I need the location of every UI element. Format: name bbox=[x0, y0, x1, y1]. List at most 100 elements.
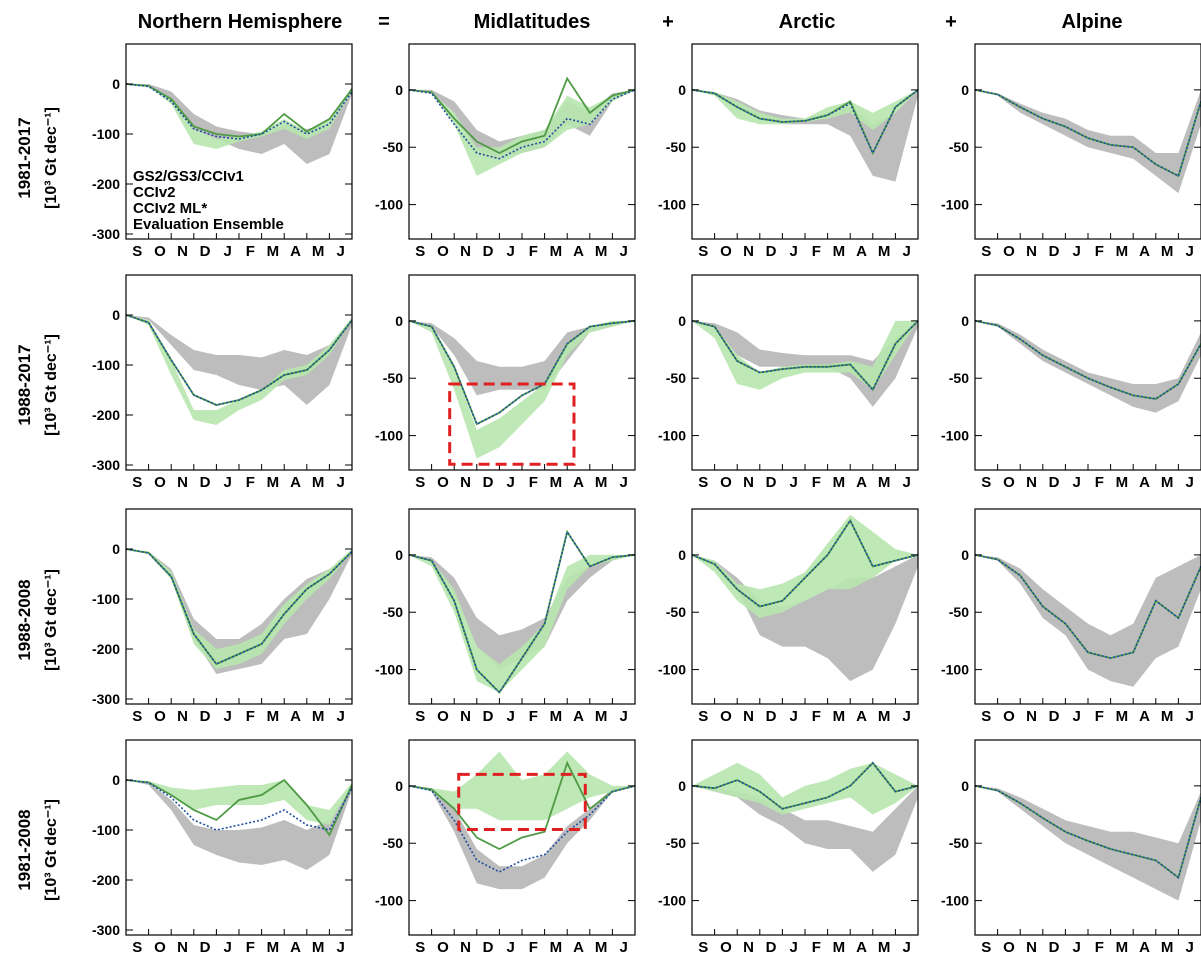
month-tick-label: J bbox=[903, 243, 911, 260]
month-tick-label: M bbox=[833, 708, 846, 725]
month-tick-label: M bbox=[1116, 243, 1129, 260]
month-tick-label: M bbox=[878, 708, 891, 725]
month-tick-label: M bbox=[1161, 939, 1174, 956]
month-tick-label: O bbox=[437, 243, 449, 260]
month-tick-label: M bbox=[312, 474, 325, 491]
month-tick-label: M bbox=[595, 474, 608, 491]
y-tick-label: 0 bbox=[395, 82, 403, 98]
y-tick-label: -50 bbox=[949, 370, 969, 386]
month-tick-label: M bbox=[1116, 708, 1129, 725]
month-tick-label: O bbox=[437, 474, 449, 491]
cciv2-ml-line bbox=[408, 785, 636, 873]
month-tick-label: N bbox=[1026, 708, 1037, 725]
y-tick-label: -50 bbox=[383, 835, 403, 851]
evaluation-ensemble-band bbox=[975, 89, 1201, 194]
month-tick-label: J bbox=[620, 708, 628, 725]
month-tick-label: S bbox=[132, 939, 142, 956]
gs2-gs3-cciv1-band bbox=[409, 554, 635, 693]
gs2-gs3-cciv1-band bbox=[692, 762, 918, 815]
gs2-gs3-cciv1-band bbox=[409, 320, 635, 459]
y-tick-label: -100 bbox=[658, 662, 686, 678]
month-tick-label: J bbox=[903, 708, 911, 725]
month-tick-label: O bbox=[720, 708, 732, 725]
month-tick-label: S bbox=[415, 243, 425, 260]
evaluation-ensemble-band bbox=[692, 554, 918, 682]
month-tick-label: M bbox=[878, 939, 891, 956]
month-tick-label: N bbox=[177, 708, 188, 725]
month-tick-label: J bbox=[337, 939, 345, 956]
month-tick-label: A bbox=[856, 708, 867, 725]
month-tick-label: S bbox=[415, 474, 425, 491]
y-tick-label: -100 bbox=[941, 893, 969, 909]
month-tick-label: F bbox=[246, 474, 255, 491]
month-tick-label: O bbox=[1003, 474, 1015, 491]
month-tick-label: M bbox=[878, 243, 891, 260]
month-tick-label: S bbox=[415, 939, 425, 956]
legend: GS2/GS3/CCIv1 CCIv2 CCIv2 ML* Evaluation… bbox=[133, 168, 284, 233]
unit-label-row3: [10³ Gt dec⁻¹] bbox=[43, 569, 60, 671]
legend-entry-cciv2: CCIv2 bbox=[133, 184, 176, 201]
month-tick-label: A bbox=[290, 243, 301, 260]
row-label-1981-2008: 1981-2008 bbox=[15, 809, 34, 890]
month-tick-label: F bbox=[529, 939, 538, 956]
cciv2-ml-line bbox=[125, 548, 353, 665]
y-tick-label: -50 bbox=[949, 604, 969, 620]
month-tick-label: F bbox=[246, 708, 255, 725]
y-tick-label: 0 bbox=[678, 313, 686, 329]
month-tick-label: S bbox=[132, 474, 142, 491]
month-tick-label: M bbox=[1161, 474, 1174, 491]
month-tick-label: S bbox=[981, 708, 991, 725]
month-tick-label: J bbox=[1186, 939, 1194, 956]
month-tick-label: A bbox=[290, 939, 301, 956]
y-tick-label: -100 bbox=[375, 662, 403, 678]
month-tick-label: M bbox=[595, 708, 608, 725]
gs2-gs3-cciv1-band bbox=[692, 89, 918, 130]
month-tick-label: S bbox=[981, 939, 991, 956]
month-tick-label: M bbox=[1116, 939, 1129, 956]
cciv2-ml-line bbox=[125, 779, 353, 831]
month-tick-label: M bbox=[550, 708, 563, 725]
month-tick-label: O bbox=[720, 474, 732, 491]
evaluation-ensemble-band bbox=[975, 320, 1201, 413]
y-tick-label: 0 bbox=[678, 547, 686, 563]
y-tick-label: -300 bbox=[92, 457, 120, 473]
cciv2-ml-line bbox=[408, 89, 636, 160]
month-tick-label: J bbox=[790, 243, 798, 260]
cciv2-ml-line bbox=[974, 320, 1201, 400]
month-tick-label: F bbox=[529, 243, 538, 260]
cciv2-ml-line bbox=[974, 554, 1201, 659]
unit-label-row4: [10³ Gt dec⁻¹] bbox=[43, 799, 60, 901]
y-tick-label: 0 bbox=[395, 313, 403, 329]
month-tick-label: A bbox=[1139, 243, 1150, 260]
month-tick-label: J bbox=[507, 474, 515, 491]
month-tick-label: N bbox=[177, 474, 188, 491]
cciv2-ml-line bbox=[691, 89, 919, 155]
month-tick-label: N bbox=[743, 474, 754, 491]
month-tick-label: N bbox=[1026, 474, 1037, 491]
month-tick-label: S bbox=[698, 243, 708, 260]
month-tick-label: F bbox=[812, 939, 821, 956]
column-titles: Northern Hemisphere = Midlatitudes + Arc… bbox=[138, 11, 1123, 33]
month-tick-label: A bbox=[573, 243, 584, 260]
month-tick-label: O bbox=[720, 243, 732, 260]
month-tick-label: O bbox=[154, 474, 166, 491]
evaluation-ensemble-band bbox=[975, 554, 1201, 687]
evaluation-ensemble-band bbox=[692, 320, 918, 407]
column-title-alpine: Alpine bbox=[1061, 11, 1122, 33]
month-tick-label: D bbox=[1049, 939, 1060, 956]
month-tick-label: N bbox=[1026, 243, 1037, 260]
month-tick-label: M bbox=[833, 243, 846, 260]
y-tick-label: -50 bbox=[949, 835, 969, 851]
month-tick-label: M bbox=[267, 939, 280, 956]
y-tick-label: -100 bbox=[941, 197, 969, 213]
month-tick-label: D bbox=[483, 939, 494, 956]
month-tick-label: S bbox=[415, 708, 425, 725]
evaluation-ensemble-band bbox=[126, 84, 352, 164]
operator-plus-2: + bbox=[945, 11, 957, 33]
y-tick-label: -50 bbox=[949, 139, 969, 155]
